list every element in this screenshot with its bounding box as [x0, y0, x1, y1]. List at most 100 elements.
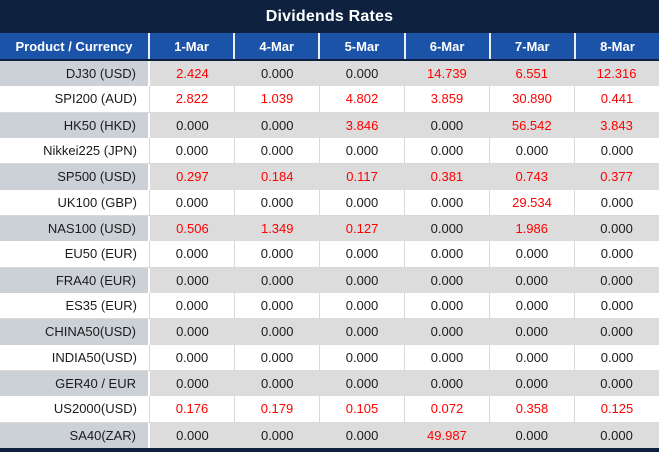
value-cell: 0.000: [490, 344, 575, 370]
value-cell: 0.117: [319, 164, 405, 190]
value-cell: 0.000: [150, 112, 235, 138]
value-cell: 0.000: [574, 422, 659, 448]
product-cell: SPI200 (AUD): [0, 86, 150, 112]
value-cell: 0.000: [150, 370, 235, 397]
product-cell: ES35 (EUR): [0, 292, 150, 319]
value-cell: 30.890: [490, 86, 575, 112]
value-cell: 14.739: [404, 61, 490, 87]
value-cell: 0.000: [150, 319, 235, 345]
table-row: ES35 (EUR) 0.000 0.000 0.000 0.000 0.000 0.000: [0, 292, 659, 320]
value-cell: 56.542: [489, 112, 575, 138]
product-cell: UK100 (GBP): [0, 189, 150, 215]
value-cell: 0.000: [404, 267, 490, 293]
value-cell: 0.000: [235, 189, 320, 215]
value-cell: 0.000: [600, 143, 634, 159]
value-cell: 0.000: [234, 319, 320, 345]
product-cell: NAS100 (USD): [0, 215, 150, 242]
product-cell: SP500 (USD): [0, 164, 150, 190]
table-row: SP500 (USD) 0.297 0.184 0.117 0.381 0.743 0.37…: [0, 164, 659, 190]
column-header-date: 1-Mar: [150, 33, 236, 59]
product-cell: US2000(USD): [0, 396, 150, 422]
value-cell: 0.125: [600, 401, 634, 417]
value-cell: 0.000: [489, 319, 575, 345]
value-cell: 0.000: [319, 422, 405, 448]
value-cell: 0.441: [600, 91, 634, 107]
column-header-date: 5-Mar: [320, 33, 406, 59]
value-cell: 0.000: [234, 112, 320, 138]
value-cell: 3.859: [405, 86, 490, 112]
value-cell: 0.000: [404, 215, 490, 242]
table-body: DJ30 (USD) 2.424 0.000 0.000 14.739 6.551 12.3…: [0, 61, 659, 448]
product-cell: GER40 / EUR: [0, 370, 150, 397]
table-row: NAS100 (USD) 0.506 1.349 0.127 0.000 1.986 0.0…: [0, 215, 659, 242]
value-cell: 0.506: [150, 215, 235, 242]
value-cell: 12.316: [574, 61, 659, 87]
value-cell: 0.000: [490, 137, 575, 164]
column-header-date: 6-Mar: [406, 33, 491, 59]
value-cell: 0.000: [235, 344, 320, 370]
table-row: GER40 / EUR 0.000 0.000 0.000 0.000 0.000 0.00…: [0, 370, 659, 397]
value-cell: 0.000: [574, 319, 659, 345]
value-cell: 0.297: [150, 164, 235, 190]
value-cell: 0.000: [319, 370, 405, 397]
value-cell: 0.000: [489, 267, 575, 293]
value-cell: 0.184: [234, 164, 320, 190]
value-cell: 0.000: [490, 241, 575, 267]
value-cell: 0.000: [320, 344, 405, 370]
product-cell: SA40(ZAR): [0, 422, 150, 448]
value-cell: 0.000: [574, 370, 659, 397]
value-cell: 0.000: [150, 137, 235, 164]
value-cell: 0.000: [150, 241, 235, 267]
table-row: EU50 (EUR) 0.000 0.000 0.000 0.000 0.000 0.000: [0, 241, 659, 268]
value-cell: 0.000: [150, 189, 235, 215]
value-cell: 0.000: [319, 319, 405, 345]
value-cell: 0.000: [234, 267, 320, 293]
value-cell: 0.000: [404, 319, 490, 345]
table-row: FRA40 (EUR) 0.000 0.000 0.000 0.000 0.000 0.00…: [0, 267, 659, 293]
value-cell: 1.986: [489, 215, 575, 242]
value-cell: 0.000: [150, 344, 235, 370]
value-cell: 1.349: [234, 215, 320, 242]
value-cell: 0.000: [320, 189, 405, 215]
value-cell: 0.381: [404, 164, 490, 190]
value-cell: 0.179: [235, 396, 320, 422]
table-row: DJ30 (USD) 2.424 0.000 0.000 14.739 6.551 12.3…: [0, 61, 659, 87]
value-cell: 0.000: [405, 137, 490, 164]
value-cell: 0.000: [150, 422, 235, 448]
value-cell: 0.000: [404, 370, 490, 397]
value-cell: 0.127: [319, 215, 405, 242]
table-row: US2000(USD) 0.176 0.179 0.105 0.072 0.358 0.12…: [0, 396, 659, 423]
value-cell: 0.105: [320, 396, 405, 422]
value-cell: 0.743: [489, 164, 575, 190]
value-cell: 0.000: [234, 370, 320, 397]
value-cell: 0.000: [574, 215, 659, 242]
value-cell: 6.551: [489, 61, 575, 87]
value-cell: 0.072: [405, 396, 490, 422]
value-cell: 4.802: [320, 86, 405, 112]
table-row: SA40(ZAR) 0.000 0.000 0.000 49.987 0.000 0.000: [0, 422, 659, 448]
value-cell: 0.000: [405, 189, 490, 215]
value-cell: 0.000: [405, 344, 490, 370]
page-title: Dividends Rates: [0, 0, 659, 33]
column-header-product-currency: Product / Currency: [0, 33, 150, 59]
value-cell: 1.039: [235, 86, 320, 112]
value-cell: 0.377: [574, 164, 659, 190]
value-cell: 2.822: [150, 86, 235, 112]
value-cell: 0.358: [490, 396, 575, 422]
value-cell: 0.000: [600, 349, 634, 365]
header-row: Product / Currency 1-Mar 4-Mar 5-Mar 6-Mar 7-…: [0, 33, 659, 61]
value-cell: 49.987: [404, 422, 490, 448]
table-row: HK50 (HKD) 0.000 0.000 3.846 0.000 56.542 3.84…: [0, 112, 659, 138]
value-cell: 29.534: [490, 189, 575, 215]
value-cell: 3.846: [319, 112, 405, 138]
value-cell: 0.000: [405, 292, 490, 319]
column-header-date: 7-Mar: [491, 33, 576, 59]
value-cell: 0.000: [600, 246, 634, 262]
value-cell: 0.000: [320, 137, 405, 164]
value-cell: 0.000: [490, 292, 575, 319]
value-cell: 0.000: [235, 137, 320, 164]
value-cell: 0.000: [489, 370, 575, 397]
value-cell: 0.000: [600, 194, 634, 210]
bottom-border: [0, 448, 659, 452]
value-cell: 0.000: [319, 267, 405, 293]
